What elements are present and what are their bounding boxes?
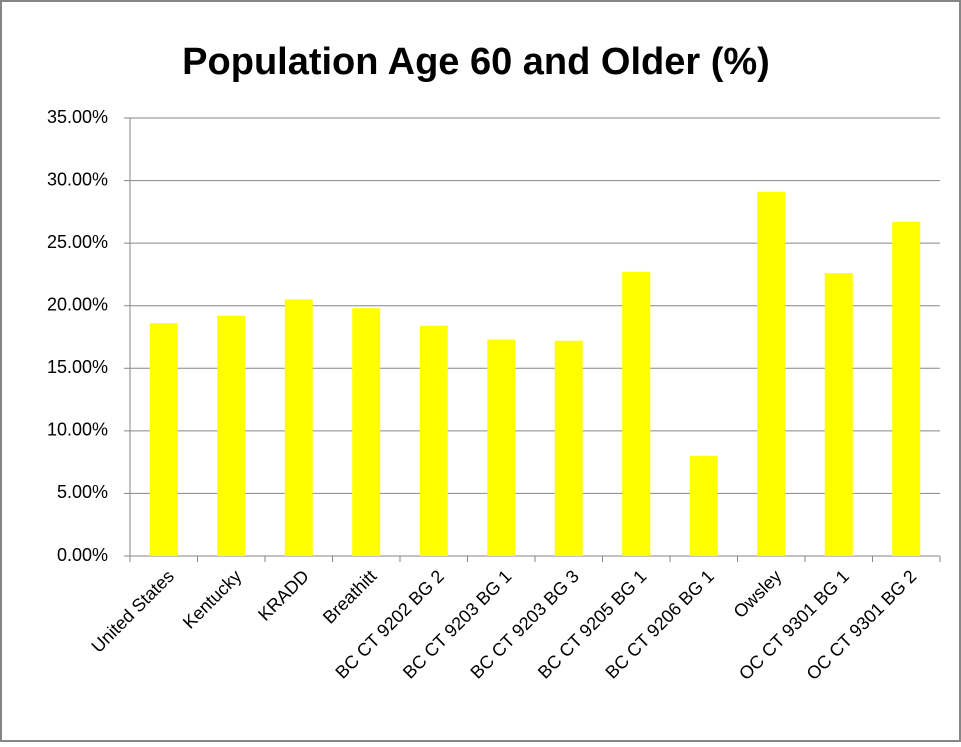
bar bbox=[689, 455, 718, 556]
y-tick-label: 10.00% bbox=[47, 420, 108, 440]
bar bbox=[487, 339, 516, 556]
y-tick-label: 15.00% bbox=[47, 357, 108, 377]
y-tick-label: 20.00% bbox=[47, 294, 108, 314]
bar bbox=[554, 340, 583, 556]
y-tick-label: 5.00% bbox=[57, 482, 108, 502]
y-tick-label: 0.00% bbox=[57, 545, 108, 565]
bar bbox=[217, 315, 246, 556]
chart-title: Population Age 60 and Older (%) bbox=[182, 41, 770, 83]
bar bbox=[352, 308, 381, 556]
bar bbox=[284, 299, 313, 556]
y-tick-label: 25.00% bbox=[47, 232, 108, 252]
bar bbox=[892, 221, 921, 556]
bar bbox=[622, 271, 651, 556]
y-tick-label: 30.00% bbox=[47, 169, 108, 189]
bar bbox=[757, 191, 786, 556]
y-tick-label: 35.00% bbox=[47, 107, 108, 127]
bar bbox=[149, 323, 178, 556]
bar bbox=[419, 325, 448, 556]
bar bbox=[824, 273, 853, 556]
